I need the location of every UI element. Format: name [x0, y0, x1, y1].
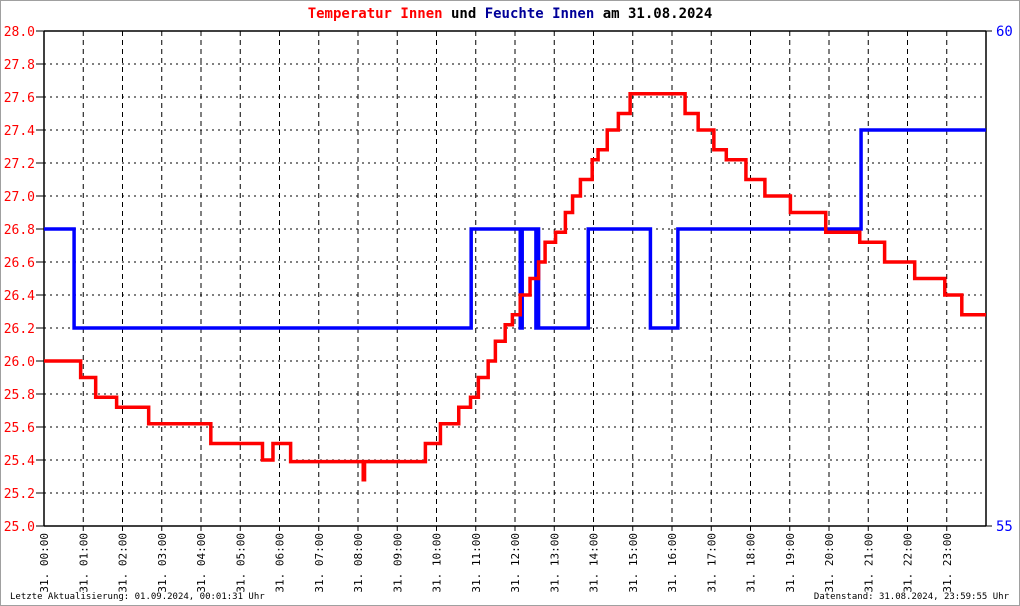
x-tick-label: 31. 05:00	[234, 533, 247, 593]
y-left-tick-label: 27.6	[4, 91, 35, 106]
x-tick-label: 31. 00:00	[38, 533, 51, 593]
title-part: Feuchte Innen	[484, 6, 595, 22]
x-tick-label: 31. 23:00	[941, 533, 954, 593]
title-part: und	[442, 6, 485, 22]
y-left-tick-label: 28.0	[4, 25, 35, 40]
y-left-tick-label: 25.0	[4, 520, 35, 535]
y-left-tick-label: 25.6	[4, 421, 35, 436]
x-tick-label: 31. 15:00	[627, 533, 640, 593]
chart-title: Temperatur Innen und Feuchte Innen am 31…	[1, 6, 1019, 22]
x-tick-label: 31. 10:00	[431, 533, 444, 593]
x-tick-label: 31. 01:00	[77, 533, 90, 593]
x-tick-label: 31. 09:00	[391, 533, 404, 593]
x-tick-label: 31. 14:00	[588, 533, 601, 593]
x-tick-label: 31. 07:00	[313, 533, 326, 593]
x-tick-label: 31. 16:00	[666, 533, 679, 593]
y-left-tick-label: 26.8	[4, 223, 35, 238]
y-left-tick-label: 27.8	[4, 58, 35, 73]
y-right-tick-label: 60	[996, 24, 1013, 40]
x-tick-label: 31. 20:00	[823, 533, 836, 593]
x-tick-label: 31. 13:00	[548, 533, 561, 593]
title-part: Temperatur Innen	[307, 6, 443, 22]
x-tick-label: 31. 21:00	[862, 533, 875, 593]
y-left-tick-label: 26.6	[4, 256, 35, 271]
y-left-tick-label: 25.8	[4, 388, 35, 403]
title-part: am 31.08.2024	[594, 6, 713, 22]
x-tick-label: 31. 03:00	[156, 533, 169, 593]
y-left-tick-label: 26.2	[4, 322, 35, 337]
x-tick-label: 31. 11:00	[470, 533, 483, 593]
y-left-tick-label: 27.2	[4, 157, 35, 172]
y-left-tick-label: 26.0	[4, 355, 35, 370]
x-tick-label: 31. 17:00	[705, 533, 718, 593]
y-left-tick-label: 25.2	[4, 487, 35, 502]
x-tick-label: 31. 04:00	[195, 533, 208, 593]
x-tick-label: 31. 02:00	[117, 533, 130, 593]
data-timestamp-text: Datenstand: 31.08.2024, 23:59:55 Uhr	[813, 592, 1009, 602]
y-left-tick-label: 26.4	[4, 289, 35, 304]
y-left-tick-label: 25.4	[4, 454, 35, 469]
x-tick-label: 31. 06:00	[274, 533, 287, 593]
x-tick-label: 31. 22:00	[902, 533, 915, 593]
y-left-tick-label: 27.4	[4, 124, 35, 139]
y-left-tick-label: 27.0	[4, 190, 35, 205]
last-update-text: Letzte Aktualisierung: 01.09.2024, 00:01…	[10, 592, 265, 602]
y-right-tick-label: 55	[996, 519, 1013, 535]
x-tick-label: 31. 08:00	[352, 533, 365, 593]
x-tick-label: 31. 12:00	[509, 533, 522, 593]
x-tick-label: 31. 18:00	[745, 533, 758, 593]
x-tick-label: 31. 19:00	[784, 533, 797, 593]
